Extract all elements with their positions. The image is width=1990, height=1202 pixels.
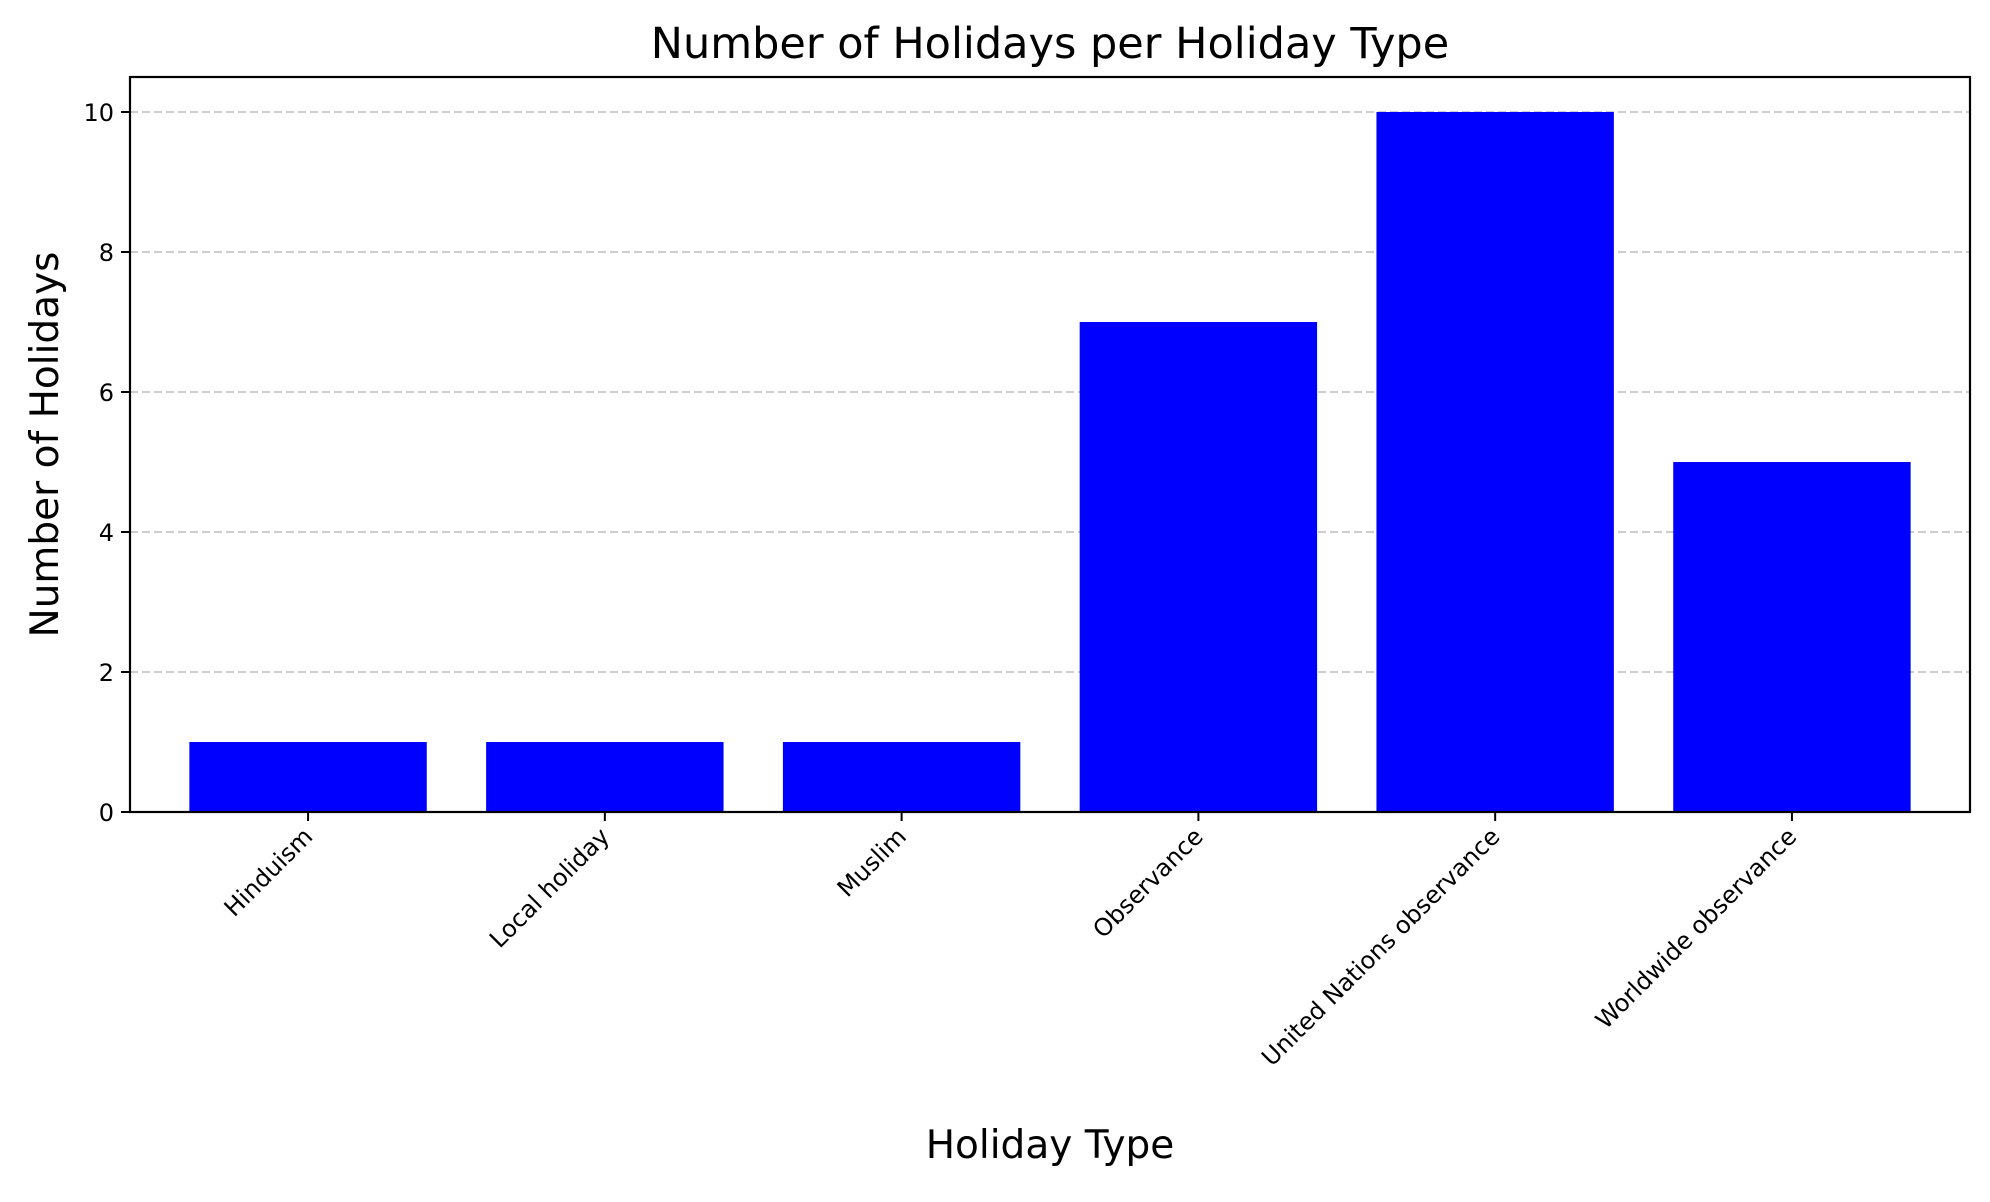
x-tick-label: United Nations observance — [1256, 822, 1505, 1071]
x-tick-label: Worldwide observance — [1590, 822, 1802, 1034]
bar-worldwide-observance — [1673, 462, 1911, 812]
y-tick-label: 0 — [99, 799, 114, 827]
y-axis-title: Number of Holidays — [23, 252, 68, 638]
chart-title: Number of Holidays per Holiday Type — [651, 19, 1449, 69]
x-tick-label: Hinduism — [219, 822, 319, 922]
y-tick-label: 10 — [83, 99, 114, 127]
x-tick-label: Muslim — [832, 822, 912, 902]
bars — [189, 112, 1911, 812]
x-axis-ticks: Hinduism Local holiday Muslim Observance Uni… — [219, 812, 1802, 1072]
bar-observance — [1079, 322, 1318, 812]
y-tick-label: 4 — [99, 519, 114, 547]
x-tick-label: Observance — [1087, 822, 1208, 943]
y-axis-ticks: 0 2 4 6 8 10 — [83, 99, 130, 827]
bar-united-nations-observance — [1376, 112, 1614, 812]
bar-hinduism — [189, 742, 427, 812]
y-tick-label: 8 — [99, 239, 114, 267]
x-tick-label: Local holiday — [484, 822, 615, 953]
bar-local-holiday — [486, 742, 724, 812]
gridlines — [130, 111, 1970, 673]
y-tick-label: 6 — [99, 379, 114, 407]
x-axis-title: Holiday Type — [926, 1123, 1175, 1168]
bar-muslim — [782, 742, 1021, 812]
y-tick-label: 2 — [99, 659, 114, 687]
plot-frame — [128, 75, 1972, 814]
